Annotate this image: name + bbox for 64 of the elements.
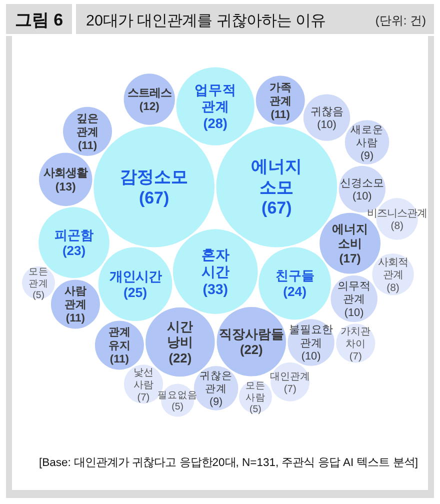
data-label: (11) (78, 140, 98, 152)
data-label: (67) (138, 188, 170, 208)
data-label: (22) (240, 342, 263, 358)
category-label: 깊은 관계 (76, 112, 99, 138)
data-label: (28) (203, 116, 228, 131)
category-label: 모든 관계 (28, 266, 49, 290)
data-label: (5) (172, 402, 184, 413)
data-label: (8) (386, 282, 400, 294)
category-label: 불필요한 관계 (289, 324, 334, 350)
category-label: 모든 사람 (245, 380, 266, 404)
category-label: 필요없음 (158, 390, 198, 401)
data-label: (7) (284, 384, 296, 395)
data-label: (23) (62, 243, 86, 258)
category-label: 개인시간 (109, 268, 162, 284)
data-label: (8) (390, 221, 404, 232)
data-label: (17) (339, 251, 361, 266)
data-label: (9) (210, 396, 223, 408)
text: [Base: 대인관계가 귀찮다고 응답한20대, N=131, 주관식 응답 AI 텍스트 분석] (38, 457, 418, 469)
category-label: 관계 유지 (108, 326, 130, 352)
data-label: (7) (137, 392, 150, 404)
category-label: 친구들 (275, 268, 314, 284)
data-label: (22) (168, 350, 192, 366)
data-label: (10) (352, 190, 372, 203)
data-label: (11) (110, 354, 130, 366)
data-label: (12) (139, 101, 160, 114)
category-label: 대인관계 (270, 371, 310, 382)
category-label: 사람 관계 (64, 286, 86, 312)
category-label: 신경소모 (340, 177, 384, 190)
category-label: 피곤함 (54, 227, 94, 242)
category-label: 의무적 관계 (338, 280, 371, 306)
data-label: (10) (301, 350, 321, 363)
category-label: 시간 낭비 (167, 318, 194, 350)
category-label: 에너지 소비 (332, 222, 368, 251)
data-label: (24) (283, 284, 306, 300)
data-label: (10) (317, 119, 336, 132)
category-label: 업무적 관계 (194, 82, 236, 114)
data-label: (7) (349, 351, 362, 362)
category-label: 가치관 차이 (340, 326, 371, 350)
data-label: (67) (262, 198, 292, 218)
data-label: (5) (32, 290, 44, 302)
data-label: (13) (55, 182, 76, 194)
category-label: 비즈니스관계 (367, 208, 428, 220)
category-label: 낯선 사람 (133, 367, 154, 391)
category-label: 감정소모 (120, 168, 188, 187)
data-label: (11) (270, 108, 290, 121)
data-label: (33) (202, 282, 228, 298)
category-label: 사회생활 (44, 168, 88, 180)
category-label: 새로운 사람 (350, 124, 384, 150)
category-label: 사회적 관계 (378, 257, 408, 282)
category-label: 귀찮은 관계 (200, 370, 233, 396)
category-label: 귀찮음 (310, 106, 344, 118)
category-label: 스트레스 (127, 87, 172, 100)
category-label: 직장사람들 (218, 326, 284, 342)
category-label: 에너지 소모 (251, 157, 302, 197)
text: (단위: 건) (375, 14, 426, 28)
category-label: 혼자 시간 (201, 247, 230, 281)
caption: 그림 6 (14, 10, 64, 30)
data-label: (11) (66, 312, 86, 325)
category-label: 가족 관계 (269, 82, 292, 108)
data-label: (10) (344, 306, 364, 319)
data-label: (25) (124, 284, 148, 300)
data-label: (9) (360, 150, 374, 162)
text: 20대가 대인관계를 귀찮아하는 이유 (86, 12, 326, 30)
data-label: (5) (250, 404, 262, 416)
